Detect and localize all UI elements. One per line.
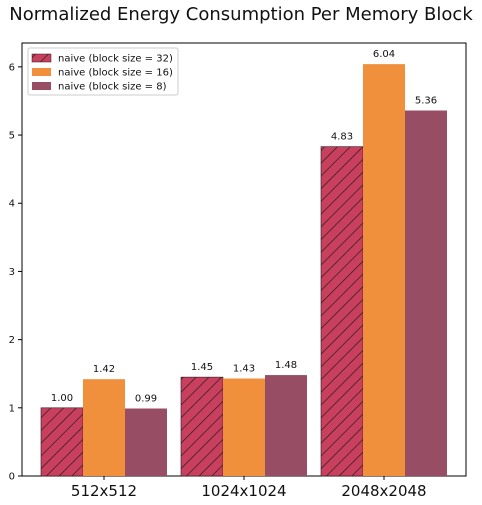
y-tick-label: 0	[9, 472, 15, 483]
data-label: 1.43	[233, 363, 255, 374]
category-label: 2048x2048	[341, 482, 426, 500]
bar-1024x1024-series-1	[223, 378, 265, 476]
y-tick-label: 5	[9, 131, 15, 142]
y-tick-label: 3	[9, 267, 15, 278]
y-tick-label: 2	[9, 335, 15, 346]
bar-2048x2048-series-2	[405, 110, 447, 477]
legend-swatch-2	[32, 82, 51, 90]
legend-swatch-0	[31, 53, 52, 63]
legend-swatch-1	[32, 68, 51, 76]
chart-title: Normalized Energy Consumption Per Memory…	[9, 4, 473, 25]
bar-512x512-series-2	[125, 408, 167, 476]
bar-1024x1024-series-2	[265, 375, 307, 476]
y-tick-label: 6	[9, 62, 15, 73]
category-label: 1024x1024	[201, 482, 286, 500]
bar-1024x1024-series-0	[180, 376, 224, 477]
legend-label: naive (block size = 16)	[58, 68, 173, 79]
data-label: 5.36	[415, 96, 437, 107]
bar-2048x2048-series-1	[363, 64, 405, 476]
y-tick-label: 4	[9, 199, 15, 210]
y-tick-label: 1	[9, 403, 15, 414]
data-label: 6.04	[373, 49, 395, 60]
legend-label: naive (block size = 32)	[58, 54, 173, 65]
data-label: 1.48	[275, 360, 297, 371]
bar-512x512-series-0	[40, 407, 84, 477]
bar-512x512-series-1	[83, 379, 125, 476]
data-label: 1.45	[191, 362, 213, 373]
data-label: 0.99	[135, 393, 157, 404]
legend-box	[27, 47, 179, 96]
bar-2048x2048-series-0	[320, 146, 364, 477]
category-label: 512x512	[71, 482, 137, 500]
data-label: 4.83	[331, 132, 353, 143]
data-label: 1.00	[51, 393, 73, 404]
legend-label: naive (block size = 8)	[58, 82, 167, 93]
data-label: 1.42	[93, 364, 115, 375]
